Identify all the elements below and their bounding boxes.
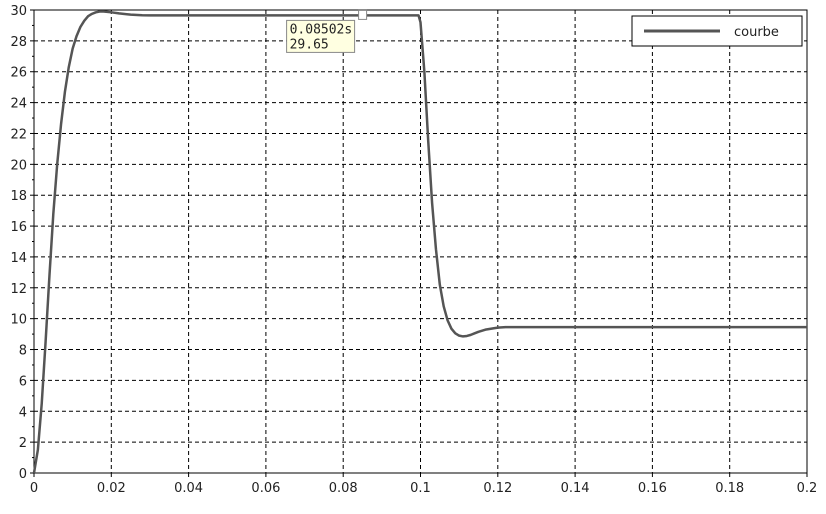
axis-layer: 0 0.02 0.04 0.06 0.08 0.1 0.12 0.14 0.16 0.18 0.2 0… xyxy=(10,4,817,496)
y-tick-label: 12 xyxy=(10,282,27,297)
x-tick-label: 0.1 xyxy=(410,481,431,496)
legend[interactable]: courbe xyxy=(632,16,802,46)
y-tick-label: 26 xyxy=(10,66,27,81)
y-tick-label: 22 xyxy=(10,127,27,142)
x-tick-label: 0.08 xyxy=(329,481,358,496)
legend-label-courbe: courbe xyxy=(734,25,779,40)
x-tick-label: 0.2 xyxy=(797,481,818,496)
grid-layer xyxy=(34,10,807,473)
x-tick-label: 0.16 xyxy=(638,481,667,496)
x-tick-label: 0.14 xyxy=(561,481,590,496)
x-tick-label: 0.12 xyxy=(483,481,512,496)
y-tick-label: 24 xyxy=(10,97,27,112)
y-tick-label: 18 xyxy=(10,189,27,204)
y-tick-label: 2 xyxy=(19,436,27,451)
datatip-marker[interactable] xyxy=(359,10,367,19)
datatip-x-value: 0.08502s xyxy=(290,22,353,37)
y-tick-label: 4 xyxy=(19,405,27,420)
x-tick-label: 0 xyxy=(30,481,38,496)
y-tick-label: 10 xyxy=(10,313,27,328)
y-tick-label: 8 xyxy=(19,344,27,359)
y-tick-label: 6 xyxy=(19,374,27,389)
x-tick-label: 0.06 xyxy=(251,481,280,496)
y-tick-label: 20 xyxy=(10,158,27,173)
y-tick-label: 28 xyxy=(10,35,27,50)
datatip-y-value: 29.65 xyxy=(290,37,329,52)
y-tick-label: 16 xyxy=(10,220,27,235)
y-tick-label: 14 xyxy=(10,251,27,266)
x-tick-label: 0.02 xyxy=(97,481,126,496)
x-tick-label: 0.04 xyxy=(174,481,203,496)
datatip[interactable]: 0.08502s 29.65 xyxy=(287,10,367,52)
x-tick-label: 0.18 xyxy=(715,481,744,496)
y-tick-label: 30 xyxy=(10,4,27,19)
y-tick-label: 0 xyxy=(19,467,27,482)
